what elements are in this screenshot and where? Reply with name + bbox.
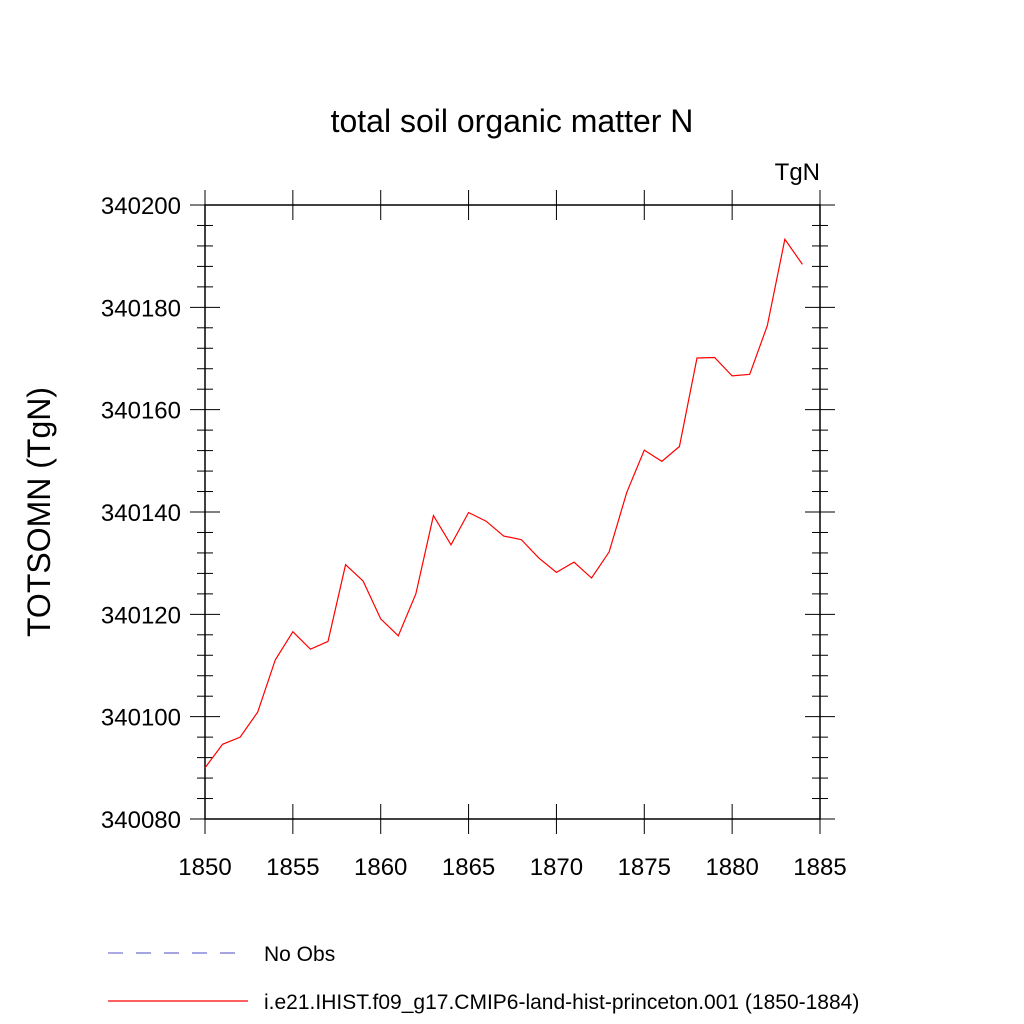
x-tick-label: 1855 [266, 854, 319, 881]
x-axis-ticks [204, 190, 821, 834]
x-tick-label: 1875 [618, 854, 671, 881]
y-axis-tick-labels: 340080 340100 340120 340140 340160 340180 3402… [101, 193, 181, 834]
y-tick-label: 340200 [101, 193, 181, 220]
legend-label-model-run: i.e21.IHIST.f09_g17.CMIP6-land-hist-prin… [264, 991, 859, 1014]
chart-title: total soil organic matter N [331, 103, 694, 139]
y-axis-ticks [190, 204, 835, 820]
y-tick-label: 340080 [101, 807, 181, 834]
x-tick-label: 1865 [442, 854, 495, 881]
legend: No Obs i.e21.IHIST.f09_g17.CMIP6-land-hi… [108, 943, 859, 1014]
x-axis-tick-labels: 1850 1855 1860 1865 1870 1875 1880 1885 [178, 854, 846, 881]
y-tick-label: 340180 [101, 295, 181, 322]
x-tick-label: 1870 [530, 854, 583, 881]
units-label: TgN [775, 159, 820, 186]
legend-label-no-obs: No Obs [264, 943, 335, 966]
y-axis-label: TOTSOMN (TgN) [21, 387, 57, 637]
series-line-1 [204, 237, 803, 769]
x-tick-label: 1880 [705, 854, 758, 881]
x-tick-label: 1850 [178, 854, 231, 881]
series-layer [204, 237, 803, 769]
y-tick-label: 340100 [101, 705, 181, 732]
x-tick-label: 1885 [793, 854, 846, 881]
y-tick-label: 340160 [101, 398, 181, 425]
plot-frame [204, 204, 821, 820]
x-tick-label: 1860 [354, 854, 407, 881]
y-tick-label: 340120 [101, 602, 181, 629]
y-tick-label: 340140 [101, 500, 181, 527]
